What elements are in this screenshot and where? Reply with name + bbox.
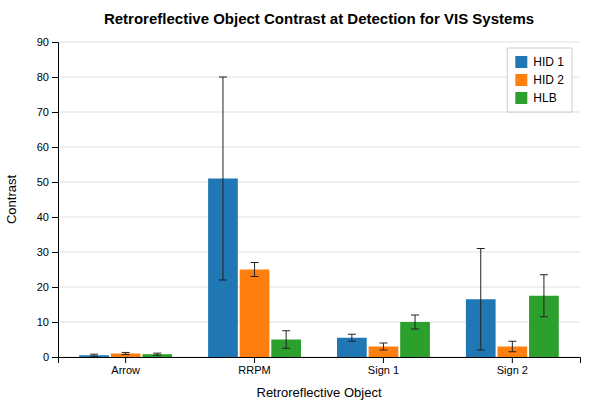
title: Retroreflective Object Contrast at Detec… <box>104 10 534 27</box>
error-bar <box>540 275 548 317</box>
legend-item: HID 2 <box>515 73 564 87</box>
tick: RRPM <box>238 357 270 376</box>
legend-item: HLB <box>515 91 556 105</box>
tick: 80 <box>37 71 58 83</box>
tick-label: 20 <box>37 281 49 293</box>
error-bar <box>348 334 356 341</box>
grid-line <box>58 322 580 323</box>
series <box>111 263 527 358</box>
error-bar <box>122 352 130 354</box>
tick: Sign 2 <box>497 357 528 376</box>
tick-label: Sign 1 <box>368 364 399 376</box>
tick: 40 <box>37 211 58 223</box>
tick-mark <box>125 357 126 363</box>
tick: Sign 1 <box>368 357 399 376</box>
tick-mark <box>52 252 58 253</box>
axis-line <box>59 358 581 364</box>
tick-label: RRPM <box>238 364 270 376</box>
legend-label: HLB <box>533 91 556 105</box>
tick-mark <box>52 112 58 113</box>
grid-line <box>58 42 580 43</box>
chart: 0 10 20 30 40 50 60 70 80 90 Arrow RRPM Sign 1 Sign 2… <box>0 0 600 409</box>
error-bar <box>219 77 227 280</box>
legend-box <box>507 48 572 112</box>
y-axis-title: Contrast <box>4 175 19 225</box>
grid-line <box>58 147 580 148</box>
error-bar <box>508 341 516 352</box>
tick: 30 <box>37 246 58 258</box>
series <box>142 275 558 357</box>
tick-mark <box>512 357 513 363</box>
tick-mark <box>52 77 58 78</box>
grid-line <box>58 287 580 288</box>
grid-line <box>58 182 580 183</box>
error-bar <box>379 343 387 350</box>
tick-mark <box>52 322 58 323</box>
grid-line <box>58 112 580 113</box>
grid <box>58 42 580 357</box>
tick-mark <box>52 42 58 43</box>
axis-line <box>52 43 59 358</box>
tick-label: Arrow <box>111 364 140 376</box>
legend-swatch <box>515 56 527 68</box>
tick-mark <box>52 287 58 288</box>
tick-mark <box>52 357 58 358</box>
tick: 0 <box>43 351 58 363</box>
tick: Arrow <box>111 357 140 376</box>
legend-swatch <box>515 74 527 86</box>
tick-mark <box>52 182 58 183</box>
tick-mark <box>52 147 58 148</box>
legend-label: HID 1 <box>533 55 564 69</box>
tick-label: 60 <box>37 141 49 153</box>
bar <box>240 270 270 358</box>
tick-label: 0 <box>43 351 49 363</box>
tick-label: Sign 2 <box>497 364 528 376</box>
tick-label: 50 <box>37 176 49 188</box>
error-bar <box>282 331 290 349</box>
tick: 60 <box>37 141 58 153</box>
x-axis-title: Retroreflective Object <box>257 385 382 400</box>
tick-mark <box>254 357 255 363</box>
legend: HID 1 HID 2 HLB <box>507 48 572 112</box>
tick-label: 40 <box>37 211 49 223</box>
tick: 70 <box>37 106 58 118</box>
grid-line <box>58 217 580 218</box>
error-bar <box>477 249 485 351</box>
tick: 50 <box>37 176 58 188</box>
legend-label: HID 2 <box>533 73 564 87</box>
tick-label: 10 <box>37 316 49 328</box>
x-axis: Arrow RRPM Sign 1 Sign 2 <box>59 357 581 376</box>
series <box>79 77 495 357</box>
tick: 90 <box>37 36 58 48</box>
error-bar <box>153 353 161 355</box>
grid-line <box>58 77 580 78</box>
tick-label: 70 <box>37 106 49 118</box>
tick-label: 30 <box>37 246 49 258</box>
tick-label: 80 <box>37 71 49 83</box>
y-axis: 0 10 20 30 40 50 60 70 80 90 <box>37 36 59 363</box>
legend-item: HID 1 <box>515 55 564 69</box>
tick: 10 <box>37 316 58 328</box>
error-bar <box>251 263 259 277</box>
tick-mark <box>383 357 384 363</box>
tick-label: 90 <box>37 36 49 48</box>
grid-line <box>58 252 580 253</box>
tick-mark <box>52 217 58 218</box>
error-bar <box>90 354 98 356</box>
error-bar <box>411 315 419 329</box>
plot-area <box>79 77 559 357</box>
legend-swatch <box>515 92 527 104</box>
tick: 20 <box>37 281 58 293</box>
